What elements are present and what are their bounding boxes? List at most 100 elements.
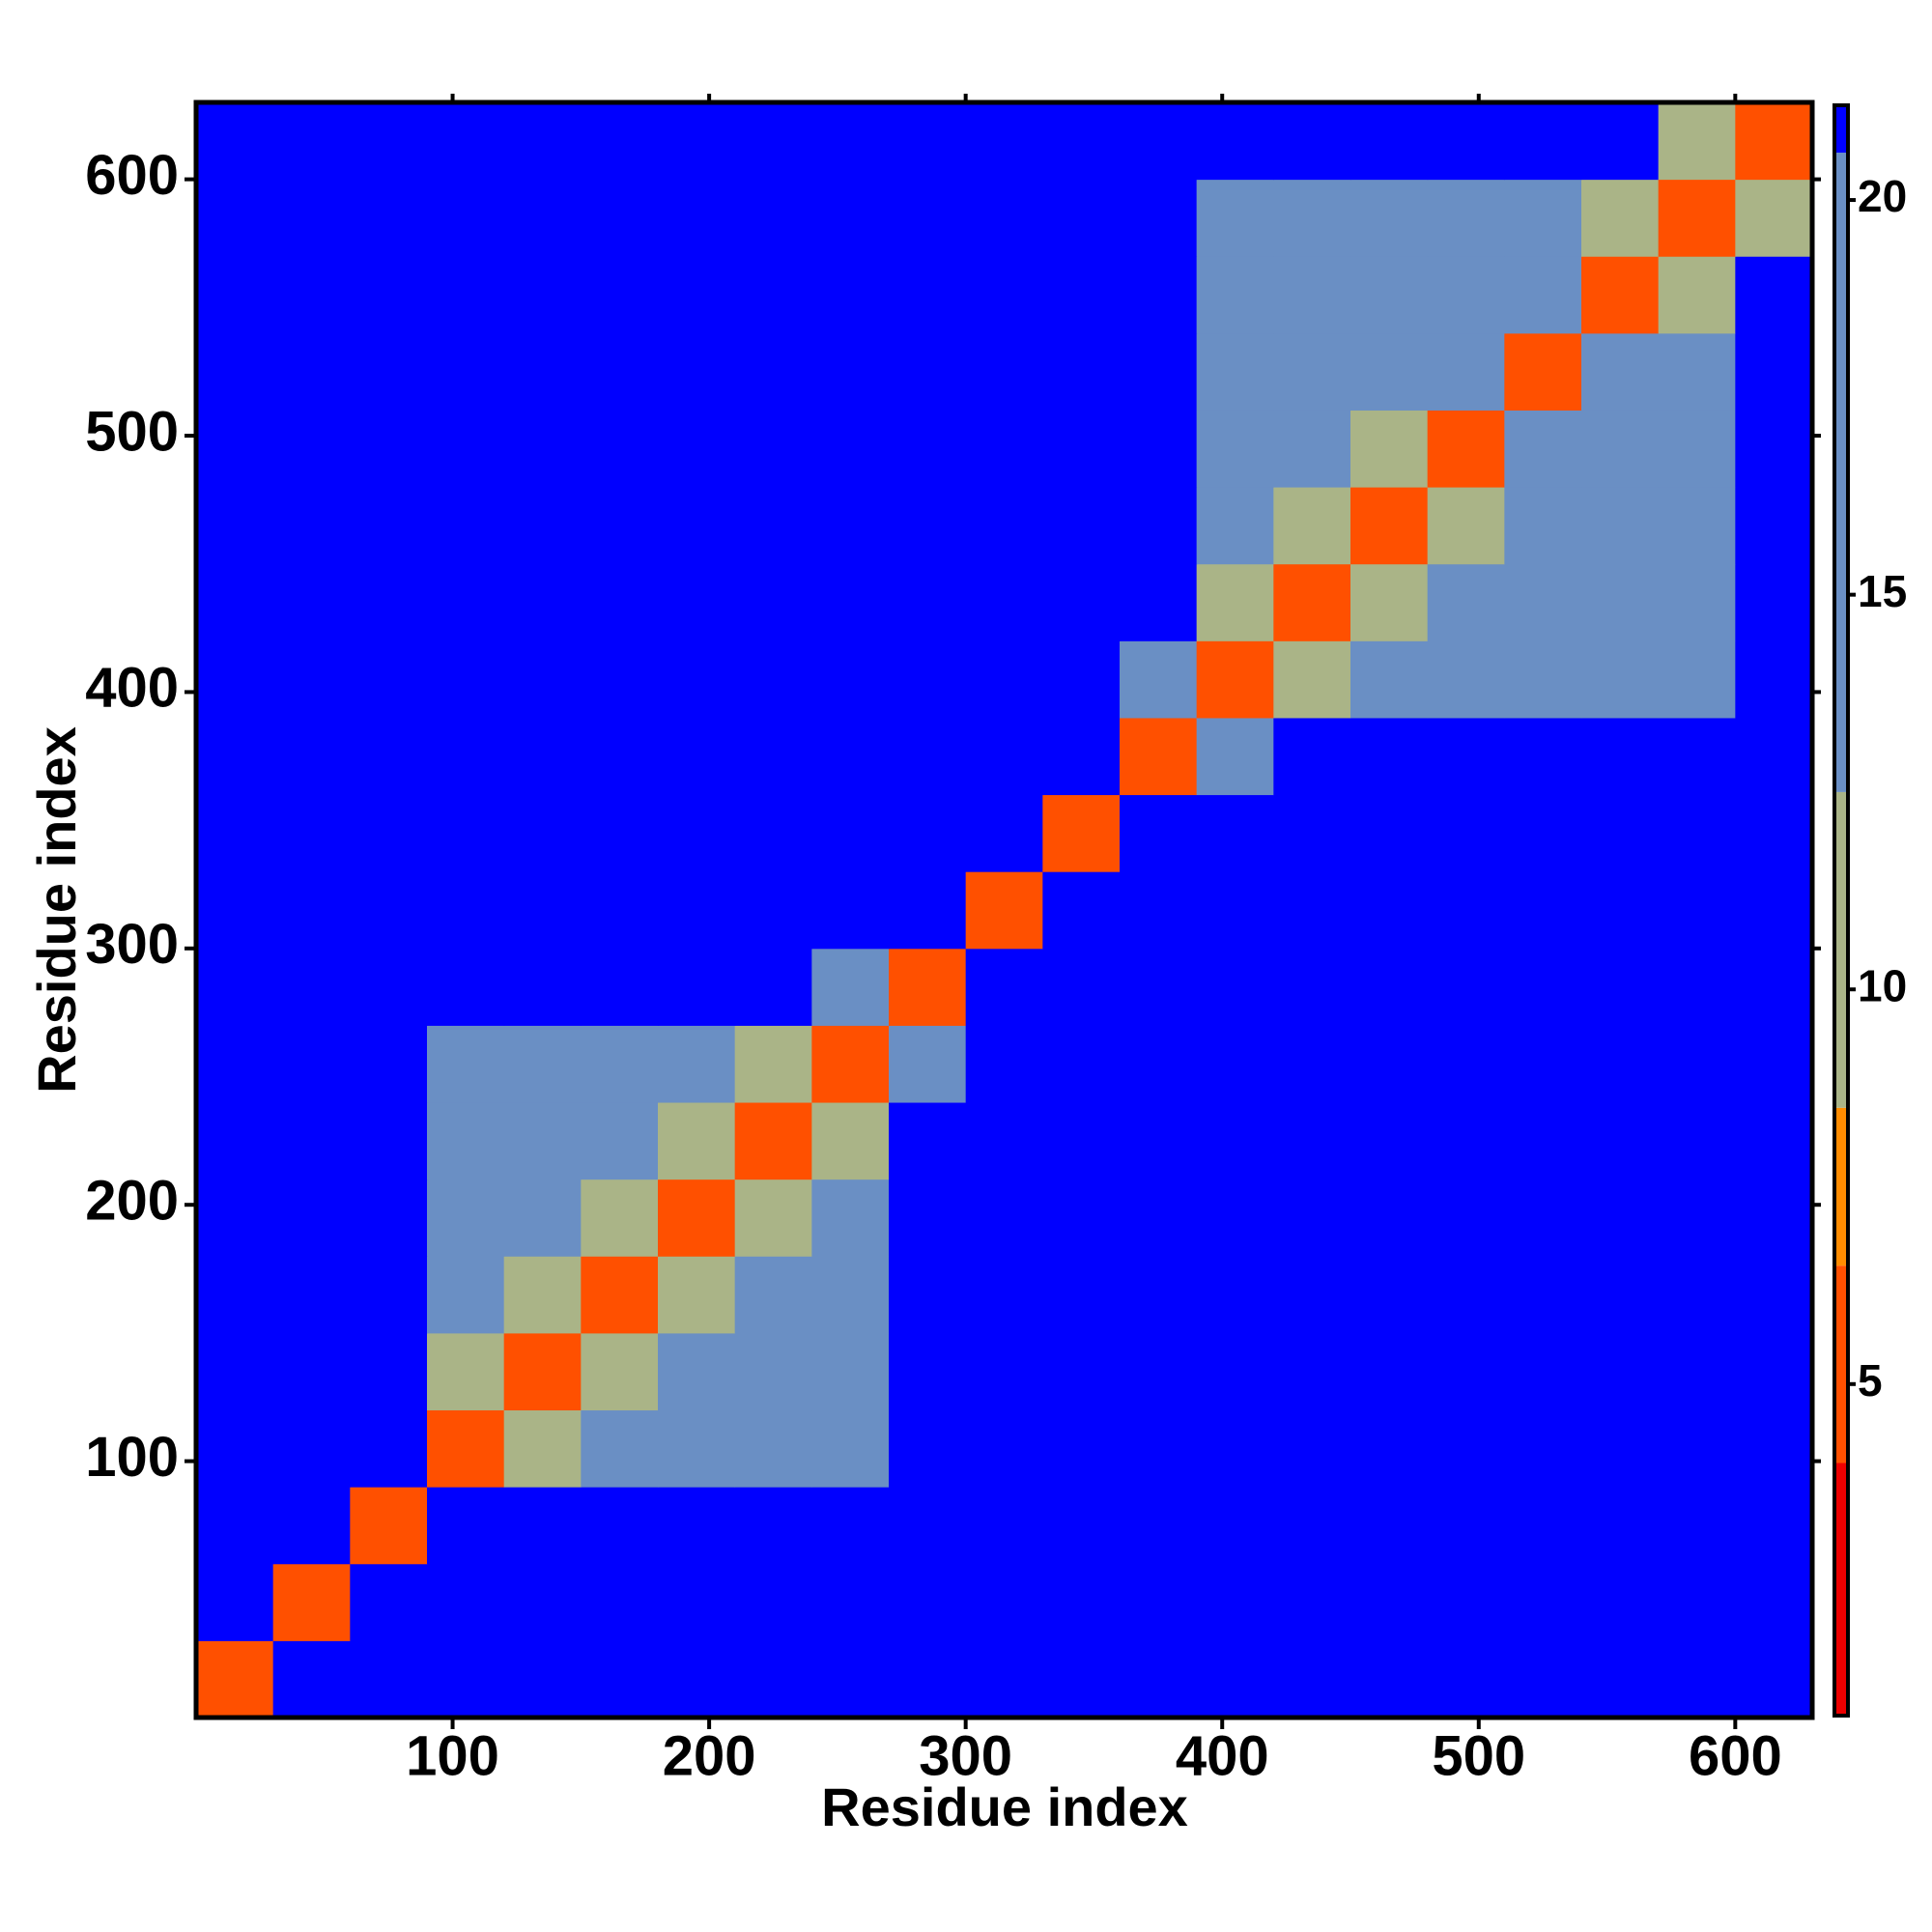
heatmap-cell: [1735, 487, 1813, 565]
heatmap-cell: [889, 256, 967, 334]
heatmap-cell: [1120, 179, 1198, 257]
heatmap-cell: [581, 948, 659, 1026]
heatmap-cell: [1427, 332, 1505, 411]
heatmap-cell: [811, 1563, 890, 1641]
heatmap-cell: [734, 948, 812, 1026]
heatmap-cell: [1120, 794, 1198, 872]
heatmap-cell: [1581, 487, 1660, 565]
heatmap-cell: [1273, 332, 1351, 411]
heatmap-cell: [811, 1025, 890, 1103]
heatmap-cell: [1350, 717, 1429, 796]
heatmap-cell: [1350, 1640, 1429, 1719]
heatmap-cell: [427, 1563, 505, 1641]
heatmap-cell: [272, 1640, 351, 1719]
heatmap-cell: [1120, 1563, 1198, 1641]
heatmap-cell: [965, 794, 1043, 872]
heatmap-cell: [811, 1640, 890, 1719]
heatmap-cell: [1273, 1409, 1351, 1488]
heatmap-cell: [1581, 332, 1660, 411]
heatmap-cell: [658, 102, 736, 181]
heatmap-cell: [658, 256, 736, 334]
heatmap-cell: [1350, 794, 1429, 872]
heatmap-cell: [1273, 1256, 1351, 1334]
heatmap-cell: [1581, 102, 1660, 181]
heatmap-cell: [350, 640, 428, 719]
heatmap-cell: [350, 1409, 428, 1488]
heatmap-cell: [272, 794, 351, 872]
heatmap-cell: [503, 256, 582, 334]
heatmap-cell: [272, 410, 351, 488]
heatmap-cell: [1273, 794, 1351, 872]
x-axis-title: Residue index: [821, 1776, 1188, 1837]
heatmap-cell: [1042, 332, 1121, 411]
heatmap-cell: [889, 640, 967, 719]
heatmap-cell: [1658, 1409, 1736, 1488]
heatmap-cell: [350, 1640, 428, 1719]
x-tick-label: 400: [1176, 1724, 1269, 1787]
heatmap-cell: [1120, 256, 1198, 334]
heatmap-cell: [1504, 1332, 1582, 1411]
heatmap-cell: [196, 640, 274, 719]
heatmap-cell: [1196, 1179, 1274, 1257]
heatmap-cell: [889, 102, 967, 181]
heatmap-cell: [1350, 1102, 1429, 1180]
heatmap-cell: [1427, 1409, 1505, 1488]
heatmap-cell: [272, 1487, 351, 1565]
heatmap-cell: [503, 1487, 582, 1565]
heatmap-cell: [1273, 1563, 1351, 1641]
heatmap-cell: [1196, 1256, 1274, 1334]
heatmap-cell: [734, 1409, 812, 1488]
colorbar-tick-label: 5: [1858, 1355, 1883, 1406]
heatmap-cell: [734, 640, 812, 719]
heatmap-cell: [503, 179, 582, 257]
heatmap-cell: [581, 563, 659, 641]
heatmap-cell: [811, 794, 890, 872]
heatmap-cell: [196, 332, 274, 411]
heatmap-cell: [734, 871, 812, 950]
colorbar-segment: [1834, 1107, 1848, 1266]
heatmap-cell: [1196, 332, 1274, 411]
heatmap-cell: [1658, 256, 1736, 334]
heatmap-cell: [503, 871, 582, 950]
heatmap-cell: [965, 948, 1043, 1026]
heatmap-cell: [272, 332, 351, 411]
heatmap-cell: [1042, 487, 1121, 565]
heatmap-cell: [581, 256, 659, 334]
heatmap-cell: [1042, 410, 1121, 488]
heatmap-cell: [965, 1332, 1043, 1411]
heatmap-cell: [965, 1640, 1043, 1719]
heatmap-cell: [427, 1487, 505, 1565]
heatmap-cell: [1120, 1025, 1198, 1103]
heatmap-cell: [1504, 487, 1582, 565]
heatmap-cell: [889, 1025, 967, 1103]
heatmap-cell: [196, 410, 274, 488]
heatmap-cell: [427, 179, 505, 257]
heatmap-cell: [350, 1487, 428, 1565]
heatmap-cell: [1581, 410, 1660, 488]
heatmap-cell: [811, 256, 890, 334]
heatmap-cell: [581, 794, 659, 872]
heatmap-cell: [1427, 563, 1505, 641]
heatmap-cell: [196, 948, 274, 1026]
heatmap-cell: [1350, 179, 1429, 257]
heatmap-cell: [503, 640, 582, 719]
heatmap-cell: [1427, 179, 1505, 257]
heatmap-cell: [734, 410, 812, 488]
heatmap-cell: [1273, 1640, 1351, 1719]
heatmap-cell: [1196, 1409, 1274, 1488]
heatmap-cell: [272, 102, 351, 181]
heatmap-cell: [1427, 1332, 1505, 1411]
heatmap-cell: [1042, 1025, 1121, 1103]
heatmap-cell: [1427, 102, 1505, 181]
heatmap-cell: [196, 102, 274, 181]
heatmap-cell: [1658, 487, 1736, 565]
heatmap-cell: [734, 1487, 812, 1565]
heatmap-cell: [196, 487, 274, 565]
heatmap-cell: [427, 102, 505, 181]
heatmap-cell: [889, 1409, 967, 1488]
heatmap-cell: [581, 1332, 659, 1411]
heatmap-cell: [1350, 410, 1429, 488]
heatmap-cell: [965, 871, 1043, 950]
heatmap-cell: [503, 948, 582, 1026]
heatmap-cell: [734, 1025, 812, 1103]
